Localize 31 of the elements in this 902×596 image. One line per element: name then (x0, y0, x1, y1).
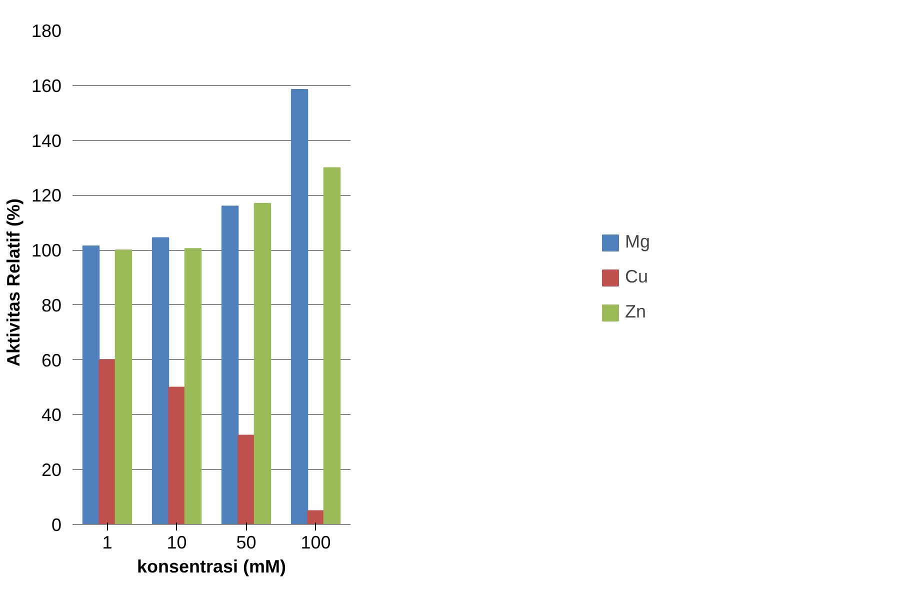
y-tick-label: 40 (41, 405, 62, 426)
x-tick-label: 10 (166, 532, 187, 552)
y-tick-label: 120 (31, 186, 62, 206)
bar (238, 434, 255, 524)
legend-label: Mg (624, 232, 650, 252)
legend-label: Cu (624, 266, 648, 288)
y-tick-label: 20 (41, 460, 62, 480)
bar (82, 245, 100, 524)
y-axis-title: Aktivitas Relatif (%) (3, 198, 24, 367)
bar (307, 510, 324, 524)
y-tick-label: 160 (31, 76, 62, 96)
x-tick-label: 50 (236, 532, 256, 552)
y-tick-label: 80 (41, 295, 62, 316)
bar (221, 206, 239, 524)
y-tick-label: 140 (31, 130, 62, 151)
x-tick-label: 1 (102, 532, 112, 552)
y-tick-label: 60 (41, 350, 62, 370)
bar (290, 89, 308, 524)
bar (254, 202, 272, 524)
y-tick-label: 0 (51, 515, 62, 535)
legend-label: Zn (624, 302, 646, 322)
bar (152, 237, 170, 524)
bar (323, 167, 341, 524)
x-tick-label: 100 (300, 532, 331, 552)
y-tick-label: 100 (31, 240, 62, 261)
y-tick-label: 180 (31, 21, 62, 41)
x-axis-title: konsentrasi (mM) (136, 556, 286, 576)
bar (98, 359, 116, 524)
bar (114, 250, 132, 524)
bar (184, 248, 202, 524)
bar (168, 386, 186, 524)
